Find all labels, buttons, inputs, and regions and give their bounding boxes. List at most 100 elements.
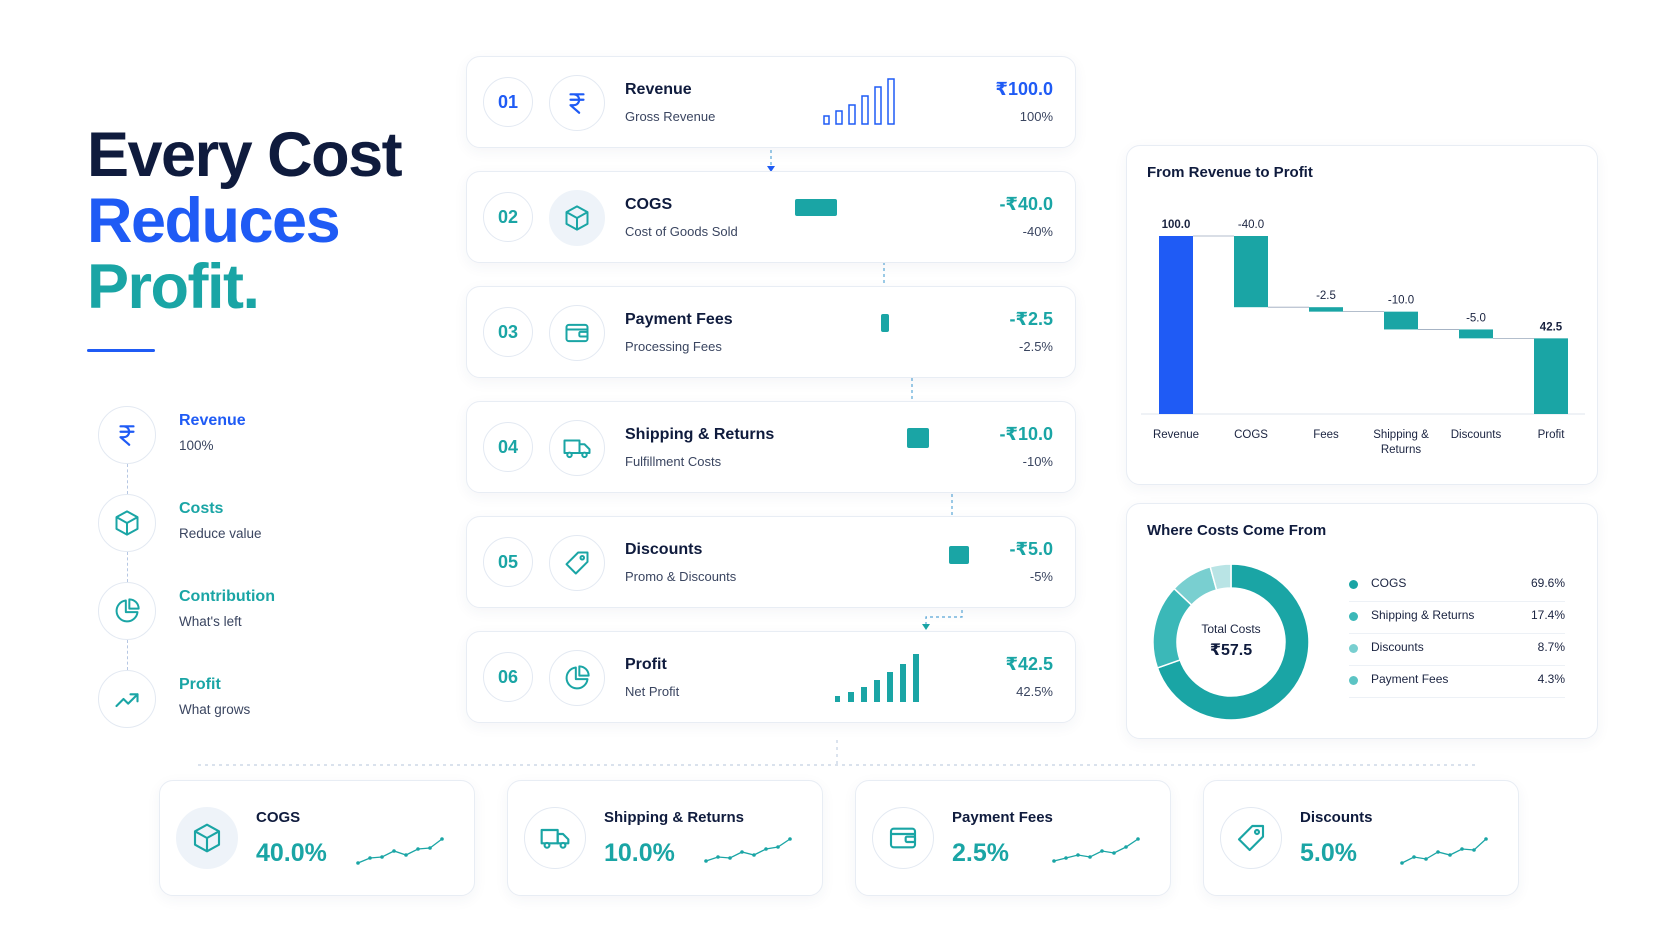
- legend-connector: [127, 464, 128, 494]
- step-title: Shipping & Returns: [625, 426, 775, 443]
- donut-chart: [1152, 563, 1310, 721]
- discounts-flow-bar: [949, 546, 969, 564]
- step-card-cogs[interactable]: 02 COGS Cost of Goods Sold -₹40.0 -40%: [466, 171, 1076, 263]
- waterfall-bar: [1384, 311, 1418, 330]
- donut-center-value: ₹57.5: [1209, 642, 1253, 659]
- step-number: 01: [483, 77, 533, 127]
- waterfall-category-label: Shipping & Returns: [1373, 429, 1429, 456]
- wallet-icon: [549, 305, 605, 361]
- legend-item-profit: Profit What grows: [98, 670, 398, 730]
- legend-title: Costs: [179, 500, 224, 517]
- waterfall-bar: [1159, 236, 1193, 414]
- cogs-flow-bar: [795, 199, 837, 216]
- kpi-card-discounts[interactable]: Discounts 5.0%: [1203, 780, 1519, 896]
- step-card-shipping-returns[interactable]: 04 Shipping & Returns Fulfillment Costs …: [466, 401, 1076, 493]
- step-card-profit[interactable]: 06 Profit Net Profit ₹42.5 42.5%: [466, 631, 1076, 723]
- donut-legend-percent: 4.3%: [1537, 672, 1565, 686]
- donut-legend-row: Shipping & Returns 17.4%: [1349, 602, 1565, 634]
- donut-legend-row: Discounts 8.7%: [1349, 634, 1565, 666]
- donut-legend-percent: 17.4%: [1530, 608, 1565, 622]
- legend-sub: What's left: [179, 614, 242, 629]
- fees-flow-bar: [881, 314, 889, 332]
- step-subtitle: Net Profit: [625, 684, 680, 699]
- legend-connector: [127, 552, 128, 582]
- step-value: ₹42.5: [1005, 654, 1053, 674]
- waterfall-category-label: Revenue: [1153, 429, 1199, 441]
- donut-legend-percent: 8.7%: [1537, 640, 1565, 654]
- sparkline-icon: [1400, 837, 1488, 865]
- wallet-icon: [872, 807, 934, 869]
- profit-bars-icon: [835, 654, 919, 702]
- kpi-value: 10.0%: [604, 839, 675, 867]
- step-title: COGS: [625, 196, 673, 213]
- legend-title: Profit: [179, 676, 221, 693]
- waterfall-value-label: -2.5: [1316, 290, 1336, 302]
- waterfall-category-label: COGS: [1234, 429, 1268, 441]
- step-card-revenue[interactable]: 01 Revenue Gross Revenue ₹100.0 100%: [466, 56, 1076, 148]
- waterfall-value-label: -40.0: [1238, 219, 1264, 231]
- donut-slice: [1209, 563, 1232, 591]
- kpi-card-shipping-returns[interactable]: Shipping & Returns 10.0%: [507, 780, 823, 896]
- panel-title: Where Costs Come From: [1147, 522, 1327, 539]
- legend-title: Contribution: [179, 588, 275, 605]
- legend-title: Revenue: [179, 412, 246, 429]
- truck-icon: [524, 807, 586, 869]
- hero-heading: Every Cost Reduces Profit.: [87, 120, 403, 320]
- kpi-card-cogs[interactable]: COGS 40.0%: [159, 780, 475, 896]
- legend-connector: [127, 640, 128, 670]
- kpi-title: COGS: [256, 809, 301, 826]
- kpi-title: Payment Fees: [952, 809, 1053, 826]
- donut-legend-row: Payment Fees 4.3%: [1349, 666, 1565, 698]
- kpi-value: 2.5%: [952, 839, 1009, 867]
- step-card-discounts[interactable]: 05 Discounts Promo & Discounts -₹5.0 -5%: [466, 516, 1076, 608]
- step-percent: -40%: [1022, 224, 1053, 239]
- shipping-flow-bar: [907, 428, 929, 448]
- step-percent: -5%: [1029, 569, 1053, 584]
- waterfall-value-label: 100.0: [1162, 219, 1191, 231]
- revenue-bars-icon: [823, 78, 895, 125]
- step-value: ₹100.0: [995, 79, 1053, 99]
- step-value: -₹40.0: [999, 194, 1053, 214]
- step-card-payment-fees[interactable]: 03 Payment Fees Processing Fees -₹2.5 -2…: [466, 286, 1076, 378]
- box-icon: [98, 494, 156, 552]
- step-number: 03: [483, 307, 533, 357]
- step-percent: 42.5%: [1016, 684, 1053, 699]
- step-percent: -2.5%: [1019, 339, 1053, 354]
- legend-dot: [1349, 580, 1358, 589]
- step-subtitle: Gross Revenue: [625, 109, 716, 124]
- step-number: 06: [483, 652, 533, 702]
- donut-legend-name: Discounts: [1371, 640, 1424, 654]
- legend-item-contribution: Contribution What's left: [98, 582, 398, 642]
- trend-up-icon: [98, 670, 156, 728]
- waterfall-chart: 100.0 Revenue -40.0 COGS -2.5 Fees -10.0 Shippi…: [1141, 219, 1585, 456]
- waterfall-category-label: Profit: [1538, 429, 1566, 441]
- hero-line-1: Every Cost: [87, 120, 403, 190]
- step-value: -₹10.0: [999, 424, 1053, 444]
- pie-chart-icon: [549, 650, 605, 706]
- waterfall-bar: [1534, 338, 1568, 414]
- rupee-icon: [98, 406, 156, 464]
- step-title: Discounts: [625, 541, 703, 558]
- kpi-card-payment-fees[interactable]: Payment Fees 2.5%: [855, 780, 1171, 896]
- hero-divider: [87, 349, 155, 352]
- legend-sub: Reduce value: [179, 526, 262, 541]
- box-icon: [176, 807, 238, 869]
- legend-dot: [1349, 612, 1358, 621]
- legend-item-revenue: Revenue 100%: [98, 406, 398, 466]
- donut-center-label: Total Costs: [1201, 622, 1261, 636]
- step-subtitle: Promo & Discounts: [625, 569, 737, 584]
- sparkline-icon: [356, 837, 444, 865]
- tag-icon: [1220, 807, 1282, 869]
- step-title: Revenue: [625, 81, 692, 98]
- kpi-title: Discounts: [1300, 809, 1373, 826]
- tag-icon: [549, 535, 605, 591]
- waterfall-value-label: -5.0: [1466, 312, 1486, 324]
- step-percent: -10%: [1022, 454, 1053, 469]
- donut-legend-percent: 69.6%: [1530, 576, 1565, 590]
- pie-chart-icon: [98, 582, 156, 640]
- step-subtitle: Cost of Goods Sold: [625, 224, 738, 239]
- legend-dot: [1349, 676, 1358, 685]
- step-title: Profit: [625, 656, 667, 673]
- panel-title: From Revenue to Profit: [1147, 164, 1313, 181]
- donut-legend-name: Shipping & Returns: [1371, 608, 1475, 622]
